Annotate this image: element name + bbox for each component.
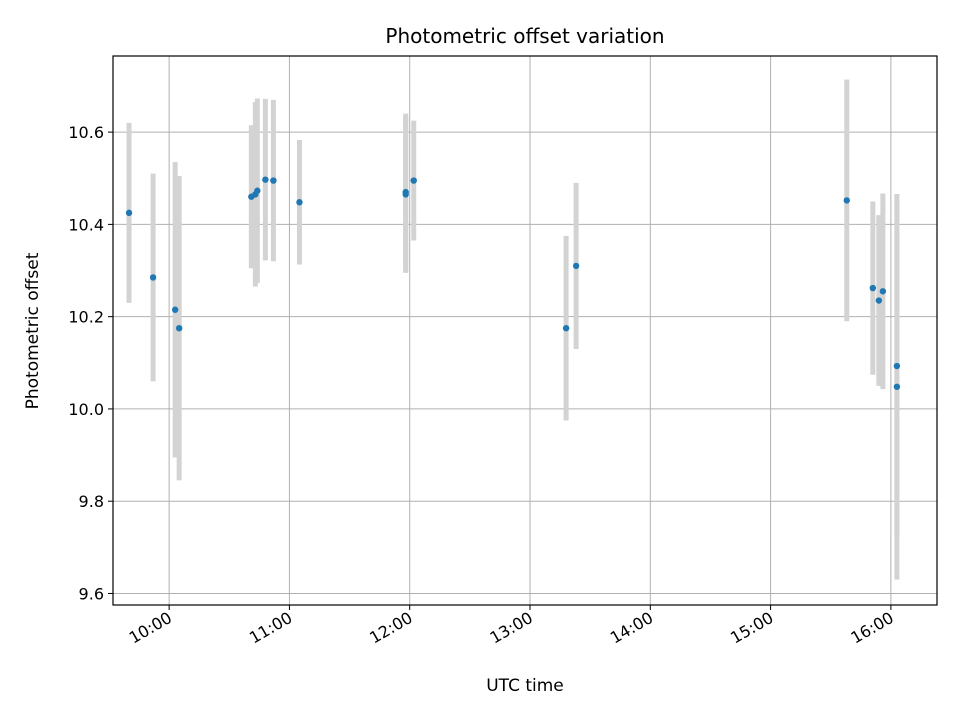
plot-frame <box>112 55 938 606</box>
data-point <box>175 324 183 332</box>
data-point <box>125 209 133 217</box>
data-point <box>262 176 269 183</box>
data-point <box>562 324 570 332</box>
data-point <box>402 188 409 196</box>
y-tick-label: 9.6 <box>79 584 104 603</box>
data-point <box>572 262 580 270</box>
y-tick-label: 10.0 <box>68 400 104 419</box>
data-point <box>270 177 277 184</box>
y-axis-label: Photometric offset <box>23 252 43 409</box>
data-point <box>410 177 417 184</box>
data-point <box>893 383 901 390</box>
data-point <box>171 306 179 313</box>
data-point <box>869 284 877 292</box>
data-point <box>879 288 887 295</box>
data-point <box>254 187 261 194</box>
data-point <box>893 362 901 370</box>
x-axis-label: UTC time <box>486 676 564 696</box>
y-tick-label: 10.6 <box>68 123 104 142</box>
y-tick-label: 10.2 <box>68 308 104 327</box>
chart-title: Photometric offset variation <box>385 24 664 48</box>
data-point <box>843 197 850 204</box>
y-axis-ticks: 9.6 9.8 10.0 10.2 10.4 10.6 <box>68 123 113 603</box>
y-tick-label: 10.4 <box>68 215 104 234</box>
data-points <box>125 176 901 390</box>
data-point <box>149 274 157 281</box>
data-point <box>875 297 883 304</box>
data-point <box>296 199 303 206</box>
y-tick-label: 9.8 <box>79 492 104 511</box>
